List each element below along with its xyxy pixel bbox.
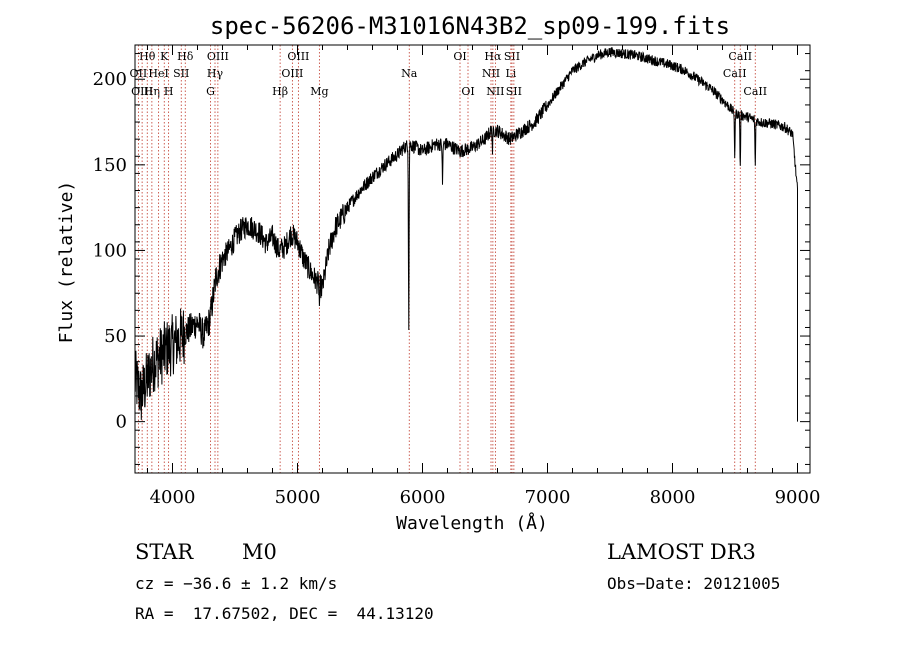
line-marker-label: Hα xyxy=(484,50,502,63)
line-markers: HθOIIOIIIHηHeIKHSIIHδGHγOIIIHβOIIIOIIIMg… xyxy=(130,45,767,473)
x-tick-label: 5000 xyxy=(275,487,321,508)
axes: 4000 5000 6000 7000 8000 9000 0 50 100 150 200 xyxy=(93,45,821,508)
y-axis-label: Flux (relative) xyxy=(56,181,77,344)
y-tick-label: 200 xyxy=(93,69,127,90)
x-tick-label: 8000 xyxy=(650,487,696,508)
x-tick-label: 6000 xyxy=(400,487,446,508)
y-tick-label: 50 xyxy=(104,326,127,347)
line-marker-label: OII xyxy=(130,67,148,80)
line-marker-label: H xyxy=(164,85,174,98)
y-tick-label: 100 xyxy=(93,240,127,261)
line-marker-label: HeI xyxy=(148,67,168,80)
line-marker-label: CaII xyxy=(728,50,752,63)
series-layer xyxy=(134,47,798,422)
subclass: M0 xyxy=(242,540,277,564)
line-marker-label: NII xyxy=(486,85,504,98)
x-tick-label: 4000 xyxy=(150,487,196,508)
obs-date: Obs−Date: 20121005 xyxy=(607,574,781,593)
x-axis-label: Wavelength (Å) xyxy=(396,512,548,534)
line-marker-label: SII xyxy=(506,85,522,98)
line-marker-label: Hβ xyxy=(272,85,288,98)
coordinates: RA = 17.67502, DEC = 44.13120 xyxy=(135,604,434,623)
line-marker-label: NII xyxy=(482,67,500,80)
redshift-text: cz = −36.6 ± 1.2 km/s xyxy=(135,574,338,593)
line-marker-label: Mg xyxy=(310,85,328,98)
line-marker-label: K xyxy=(160,50,169,63)
line-marker-label: SII xyxy=(173,67,189,80)
line-marker-label: OIII xyxy=(287,50,309,63)
x-tick-label: 9000 xyxy=(775,487,821,508)
line-marker-label: CaII xyxy=(723,67,747,80)
chart-title: spec-56206-M31016N43B2_sp09-199.fits xyxy=(210,12,730,40)
line-marker-label: Na xyxy=(401,67,418,80)
y-tick-label: 150 xyxy=(93,155,127,176)
line-marker-label: CaII xyxy=(743,85,767,98)
flux-series-line xyxy=(134,47,798,422)
survey-label: LAMOST DR3 xyxy=(607,540,756,564)
line-marker-label: Hγ xyxy=(207,67,224,80)
y-tick-label: 0 xyxy=(116,412,127,433)
line-marker-label: Hδ xyxy=(177,50,194,63)
line-marker-label: OIII xyxy=(207,50,229,63)
x-tick-label: 7000 xyxy=(525,487,571,508)
object-class: STAR xyxy=(135,540,194,564)
line-marker-label: Li xyxy=(505,67,516,80)
line-marker-label: OI xyxy=(453,50,466,63)
line-marker-label: Hθ xyxy=(139,50,156,63)
line-marker-label: Hη xyxy=(144,85,160,98)
plot-frame xyxy=(134,44,811,474)
line-marker-label: G xyxy=(206,85,215,98)
line-marker-label: OIII xyxy=(281,67,303,80)
line-marker-label: SII xyxy=(504,50,520,63)
line-marker-label: OI xyxy=(461,85,474,98)
